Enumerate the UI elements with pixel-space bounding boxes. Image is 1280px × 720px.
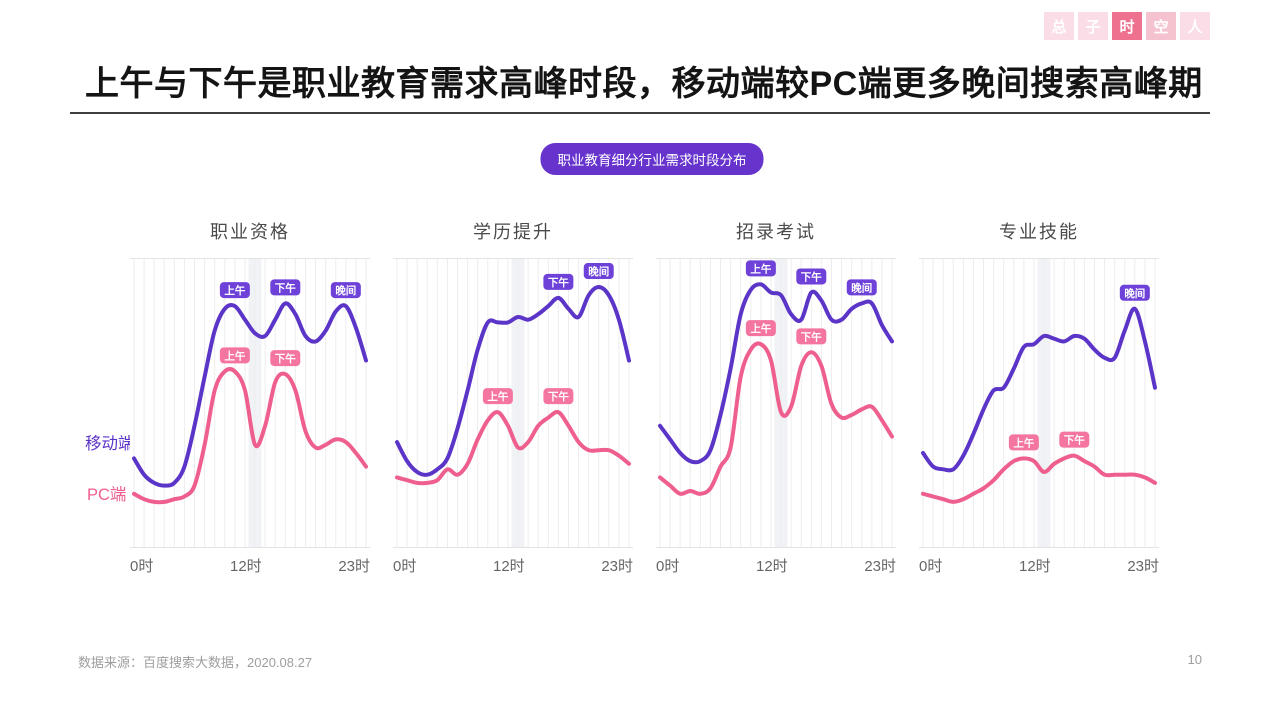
svg-text:上午: 上午 [750, 262, 771, 275]
x-axis-labels: 0时 12时 23时 [130, 555, 370, 576]
nav-tab-bar: 总 子 时 空 人 [1044, 12, 1210, 40]
svg-text:上午: 上午 [750, 322, 771, 335]
line-pc [395, 409, 631, 486]
title-underline [70, 112, 1210, 114]
peak-badge-pc: 上午 [1008, 434, 1039, 451]
svg-text:晚间: 晚间 [851, 281, 872, 294]
x-tick-12: 12时 [755, 558, 788, 575]
peak-badge-mobile: 晚间 [1119, 284, 1150, 301]
x-tick-0: 0时 [656, 558, 680, 575]
nav-tab-1[interactable]: 总 [1044, 12, 1074, 40]
peak-badge-mobile: 下午 [796, 268, 827, 285]
line-pc [658, 341, 894, 496]
nav-tab-3[interactable]: 时 [1112, 12, 1142, 40]
chart-title: 招录考试 [736, 222, 816, 242]
line-mobile [658, 282, 894, 465]
svg-text:下午: 下午 [548, 390, 569, 403]
line-pc [132, 367, 368, 505]
line-pc [921, 453, 1157, 504]
peak-badge-mobile: 晚间 [846, 279, 877, 296]
peak-badge-mobile: 晚间 [583, 263, 614, 280]
peak-badge-mobile: 上午 [745, 260, 776, 277]
x-tick-12: 12时 [492, 558, 525, 575]
chart-group-tag-badge: 职业教育细分行业需求时段分布 [540, 143, 764, 175]
x-tick-0: 0时 [130, 558, 154, 575]
chart-title: 学历提升 [473, 222, 553, 242]
x-tick-0: 0时 [393, 558, 417, 575]
peak-badge-pc: 下午 [796, 328, 827, 345]
nav-tab-2[interactable]: 子 [1078, 12, 1108, 40]
x-tick-23: 23时 [1127, 558, 1159, 575]
svg-text:上午: 上午 [224, 284, 245, 297]
x-tick-23: 23时 [601, 558, 633, 575]
peak-badge-mobile: 上午 [219, 282, 250, 299]
legend-pc-label: PC端 [87, 486, 127, 504]
peak-badge-pc: 上午 [482, 388, 513, 405]
svg-text:下午: 下午 [801, 270, 823, 283]
svg-text:下午: 下午 [801, 330, 823, 343]
line-mobile [921, 306, 1157, 473]
nav-tab-5[interactable]: 人 [1180, 12, 1210, 40]
page-title: 上午与下午是职业教育需求高峰时段，移动端较PC端更多晚间搜索高峰期 [85, 65, 1203, 103]
peak-badge-pc: 下午 [270, 350, 301, 367]
chart-plot: 上午下午晚间上午下午 [130, 258, 370, 548]
x-tick-23: 23时 [864, 558, 896, 575]
x-axis-labels: 0时 12时 23时 [656, 555, 896, 576]
svg-text:晚间: 晚间 [335, 284, 356, 297]
x-tick-0: 0时 [919, 558, 943, 575]
peak-badge-pc: 上午 [219, 347, 250, 364]
svg-text:上午: 上午 [224, 349, 245, 362]
page-number: 10 [1187, 652, 1202, 667]
peak-badge-pc: 下午 [543, 388, 574, 405]
svg-text:下午: 下午 [548, 276, 569, 289]
chart-学历提升: 学历提升 下午 晚间上午 下午 0时 12时 23时 [393, 220, 633, 576]
peak-badge-mobile: 下午 [543, 273, 574, 290]
charts-row: 职业资格 上午 下午 晚间 上午 下午 0时 12时 23时 学历提升 下午 晚间 上午 下午… [130, 220, 1159, 576]
peak-badge-mobile: 晚间 [330, 282, 361, 299]
peak-badge-pc: 上午 [745, 320, 776, 337]
x-tick-12: 12时 [1018, 558, 1051, 575]
svg-text:下午: 下午 [275, 352, 296, 365]
svg-text:下午: 下午 [1064, 434, 1086, 447]
svg-text:下午: 下午 [275, 281, 296, 294]
legend-mobile-label: 移动端 [85, 435, 135, 453]
chart-专业技能: 专业技能 晚间上午 下午 0时 12时 23时 [919, 220, 1159, 576]
chart-title: 职业资格 [210, 222, 290, 242]
svg-text:上午: 上午 [1013, 436, 1034, 449]
svg-text:晚间: 晚间 [588, 265, 609, 278]
x-axis-labels: 0时 12时 23时 [919, 555, 1159, 576]
x-axis-labels: 0时 12时 23时 [393, 555, 633, 576]
data-source: 数据来源：百度搜索大数据，2020.08.27 [78, 655, 313, 670]
chart-招录考试: 招录考试 上午 下午 晚间 上午 下午 0时 12时 23时 [656, 220, 896, 576]
chart-职业资格: 职业资格 上午 下午 晚间 上午 下午 0时 12时 23时 [130, 220, 370, 576]
x-tick-12: 12时 [229, 558, 262, 575]
x-tick-23: 23时 [338, 558, 370, 575]
nav-tab-4[interactable]: 空 [1146, 12, 1176, 40]
line-mobile [132, 301, 368, 488]
peak-badge-mobile: 下午 [270, 279, 301, 296]
chart-title: 专业技能 [999, 222, 1079, 242]
line-mobile [395, 285, 631, 477]
svg-text:晚间: 晚间 [1124, 287, 1145, 300]
peak-badge-pc: 下午 [1059, 431, 1090, 448]
svg-text:上午: 上午 [487, 390, 508, 403]
